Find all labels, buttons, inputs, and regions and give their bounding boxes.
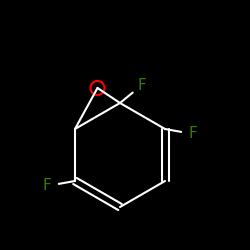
Text: F: F	[138, 78, 146, 92]
Text: F: F	[189, 126, 198, 142]
Text: F: F	[42, 178, 51, 194]
